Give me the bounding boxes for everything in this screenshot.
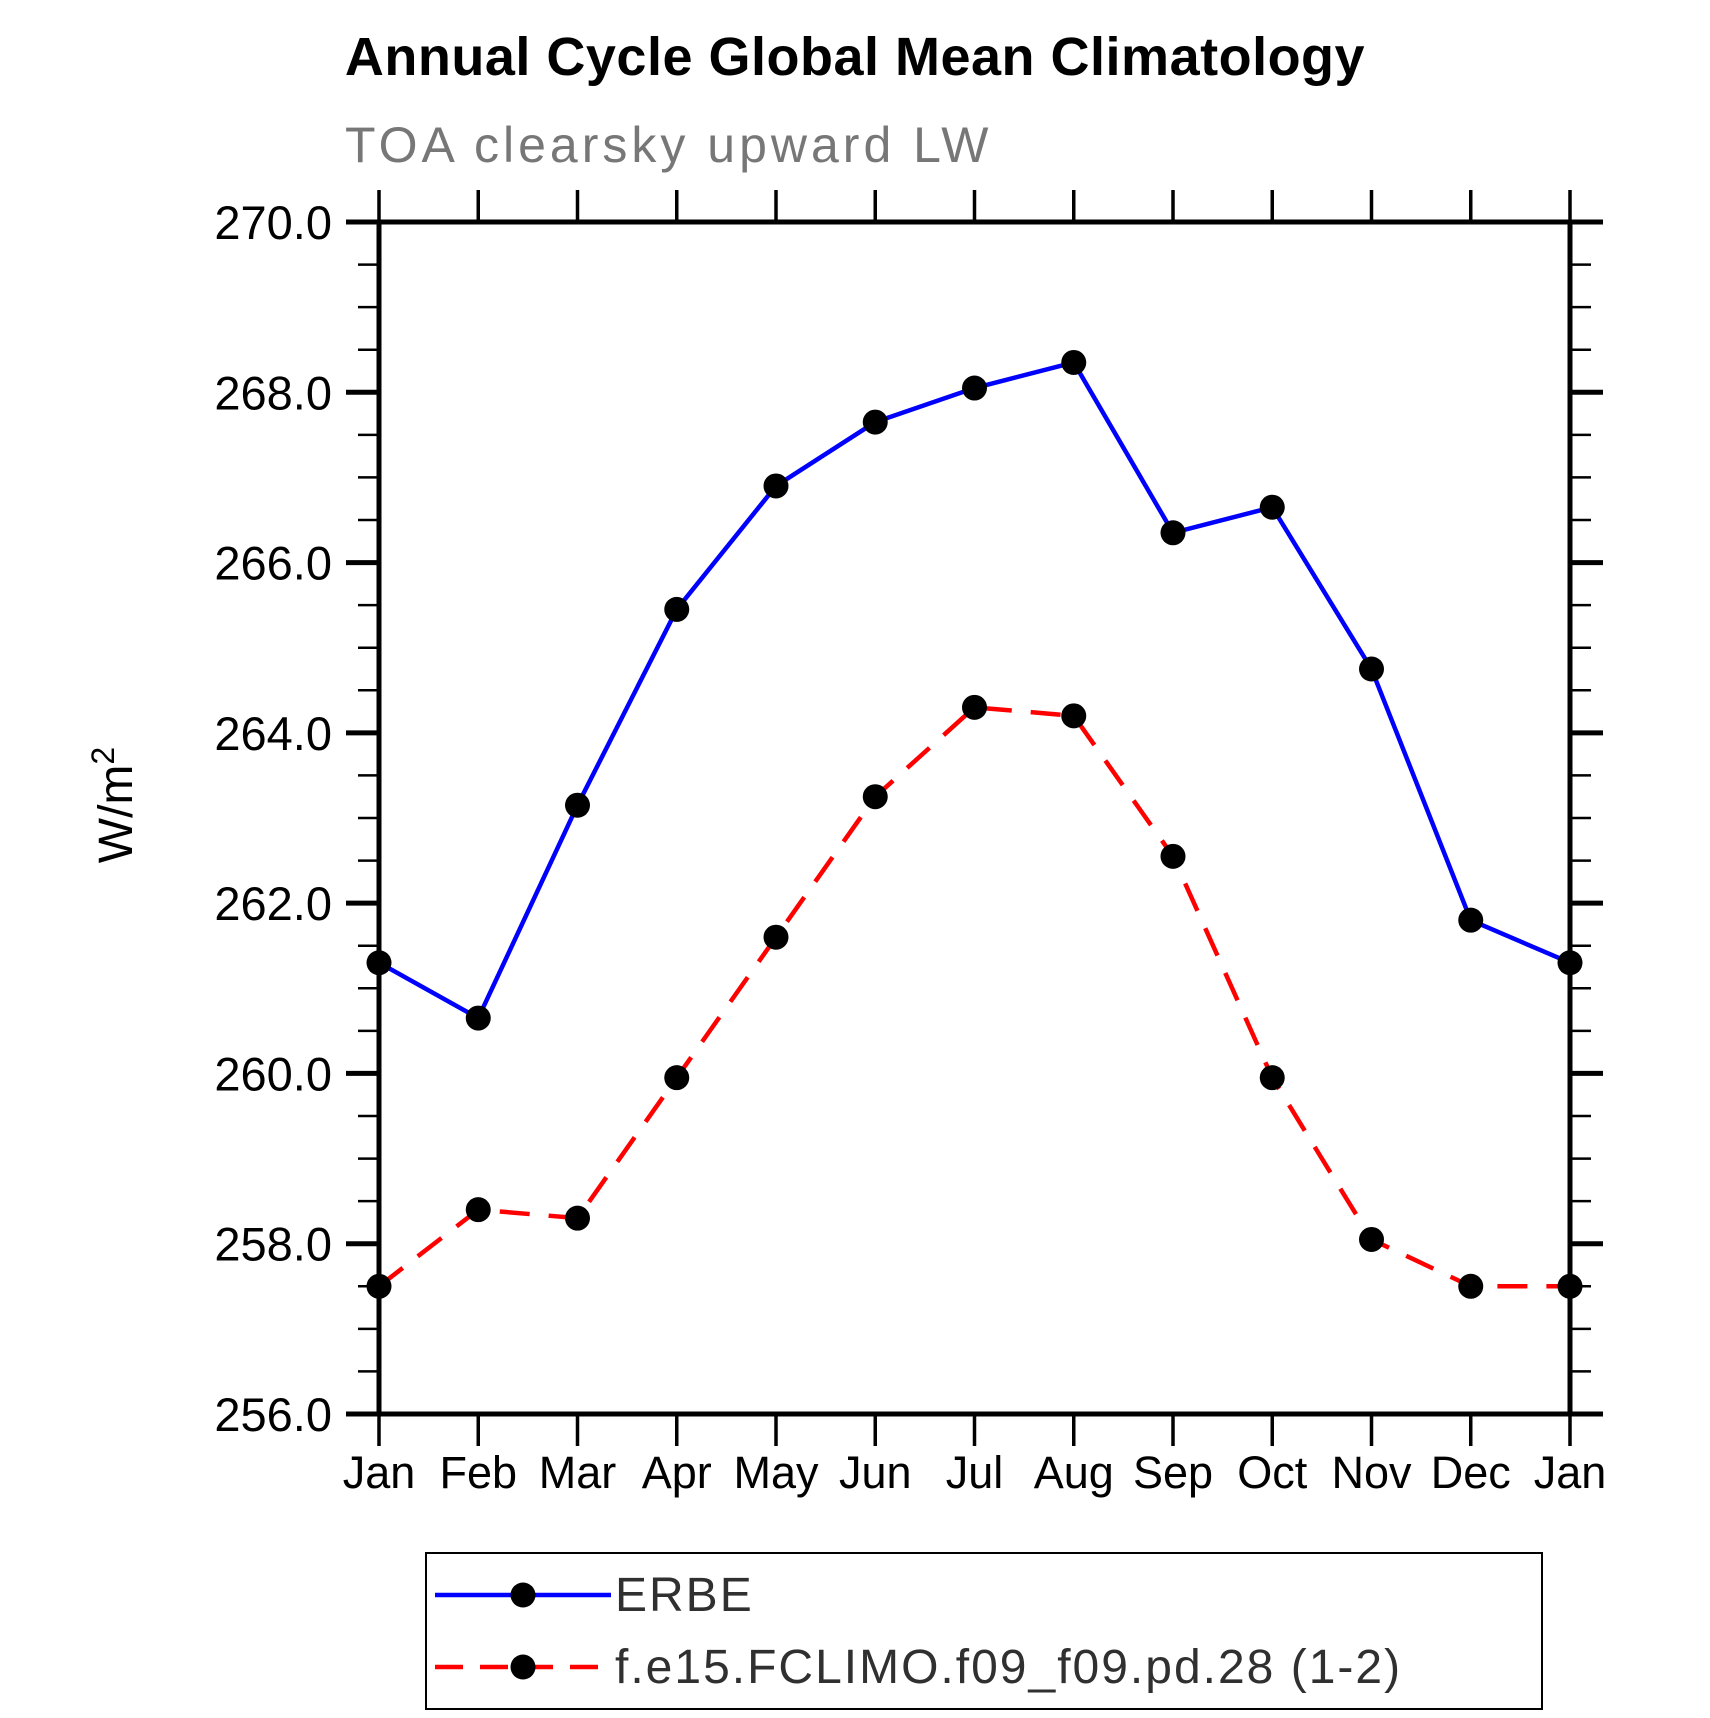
x-tick-label: Oct bbox=[1237, 1447, 1308, 1498]
x-tick-label: Jul bbox=[946, 1447, 1004, 1498]
x-tick-label: May bbox=[733, 1447, 819, 1498]
data-point-marker bbox=[465, 1005, 491, 1031]
data-point-marker bbox=[1458, 1273, 1484, 1299]
data-point-marker bbox=[1458, 907, 1484, 933]
data-point-marker bbox=[1359, 656, 1384, 682]
data-point-marker bbox=[664, 596, 690, 622]
x-tick-label: Jan bbox=[343, 1447, 416, 1498]
data-point-marker bbox=[1160, 520, 1186, 546]
legend-series-label: f.e15.FCLIMO.f09_f09.pd.28 (1-2) bbox=[615, 1640, 1403, 1694]
legend-box: ERBE f.e15.FCLIMO.f09_f09.pd.28 (1-2) bbox=[425, 1552, 1543, 1710]
legend-line-sample bbox=[435, 1654, 611, 1680]
x-tick-label: Mar bbox=[539, 1447, 617, 1498]
y-axis-title: W/m2 bbox=[85, 747, 143, 863]
data-point-marker bbox=[1259, 1065, 1285, 1091]
data-point-marker bbox=[565, 792, 590, 818]
x-tick-label: Feb bbox=[439, 1447, 517, 1498]
data-point-marker bbox=[1359, 1226, 1384, 1252]
y-tick-label: 258.0 bbox=[214, 1218, 332, 1271]
y-tick-label: 270.0 bbox=[214, 196, 332, 249]
data-point-marker bbox=[962, 694, 987, 720]
legend-marker-icon bbox=[510, 1582, 536, 1608]
y-tick-label: 256.0 bbox=[214, 1388, 332, 1441]
data-point-marker bbox=[1061, 703, 1087, 729]
chart-subtitle: TOA clearsky upward LW bbox=[345, 117, 993, 173]
legend-row: ERBE bbox=[433, 1559, 1541, 1631]
data-point-marker bbox=[862, 409, 888, 435]
y-tick-label: 264.0 bbox=[214, 707, 332, 760]
data-point-marker bbox=[664, 1065, 690, 1091]
legend-line-sample bbox=[435, 1582, 611, 1608]
data-point-marker bbox=[1160, 843, 1186, 869]
data-point-marker bbox=[1259, 494, 1285, 520]
x-tick-label: Aug bbox=[1034, 1447, 1114, 1498]
data-point-marker bbox=[1557, 950, 1583, 976]
x-tick-label: Sep bbox=[1133, 1447, 1213, 1498]
data-point-marker bbox=[1557, 1273, 1583, 1299]
legend-row: f.e15.FCLIMO.f09_f09.pd.28 (1-2) bbox=[433, 1631, 1541, 1703]
x-tick-label: Jun bbox=[839, 1447, 912, 1498]
data-point-marker bbox=[862, 784, 888, 810]
legend-series-label: ERBE bbox=[615, 1568, 754, 1622]
data-point-marker bbox=[565, 1205, 590, 1231]
x-tick-label: Jan bbox=[1534, 1447, 1607, 1498]
data-point-marker bbox=[763, 924, 789, 950]
y-tick-label: 266.0 bbox=[214, 537, 332, 590]
data-point-marker bbox=[1061, 349, 1087, 375]
x-tick-label: Nov bbox=[1331, 1447, 1412, 1498]
data-point-marker bbox=[962, 375, 987, 401]
series-line-solid bbox=[377, 359, 1571, 1022]
data-point-marker bbox=[366, 950, 392, 976]
y-tick-label: 262.0 bbox=[214, 877, 332, 930]
chart-title: Annual Cycle Global Mean Climatology bbox=[344, 27, 1366, 87]
data-point-marker bbox=[465, 1197, 491, 1223]
data-point-marker bbox=[763, 473, 789, 499]
data-point-marker bbox=[366, 1273, 392, 1299]
legend-marker-icon bbox=[510, 1654, 536, 1680]
x-tick-label: Apr bbox=[642, 1447, 712, 1498]
y-tick-label: 268.0 bbox=[214, 366, 332, 419]
series-line-dashed bbox=[377, 704, 1570, 1289]
x-tick-label: Dec bbox=[1431, 1447, 1511, 1498]
y-tick-label: 260.0 bbox=[214, 1047, 332, 1100]
plot-box bbox=[376, 219, 1573, 1417]
